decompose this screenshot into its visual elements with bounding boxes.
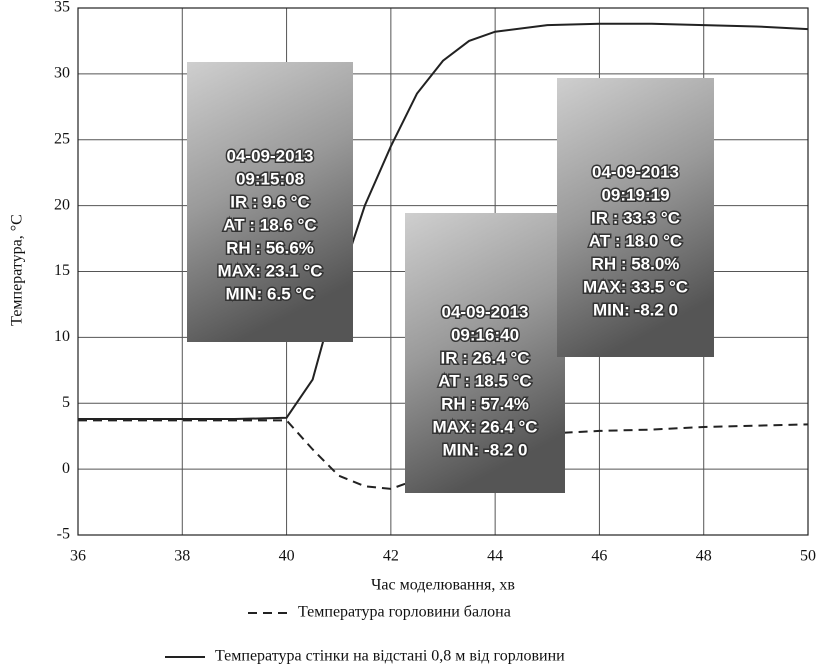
annotation-text: 09:15:08 — [236, 169, 304, 188]
y-tick-label: 30 — [54, 65, 70, 82]
annotation-text: 04-09-2013 — [592, 162, 679, 181]
annotation-text: 09:16:40 — [451, 325, 519, 344]
x-tick-label: 46 — [591, 548, 607, 565]
annotation-text: AT : 18.6 °C — [223, 215, 316, 234]
thermal-image — [405, 213, 565, 493]
thermal-image — [187, 62, 353, 342]
y-axis-label: Температура, °C — [9, 214, 26, 326]
annotation-text: AT : 18.0 °C — [589, 231, 682, 250]
y-tick-label: 25 — [54, 130, 70, 147]
annotation-text: 04-09-2013 — [227, 146, 314, 165]
x-tick-label: 42 — [383, 548, 399, 565]
annotation-text: RH : 58.0% — [592, 254, 680, 273]
y-tick-label: 35 — [54, 0, 70, 16]
annotation-text: MIN: -8.2 0 — [593, 300, 678, 319]
annotation-text: IR : 33.3 °C — [591, 208, 680, 227]
annotation-text: MAX: 23.1 °C — [217, 261, 322, 280]
x-tick-label: 36 — [70, 548, 86, 565]
annotation-text: MAX: 33.5 °C — [583, 277, 688, 296]
x-tick-label: 48 — [696, 548, 712, 565]
x-tick-label: 44 — [487, 548, 503, 565]
annotation-text: IR : 9.6 °C — [230, 192, 310, 211]
y-tick-label: 10 — [54, 328, 70, 345]
x-tick-label: 40 — [279, 548, 295, 565]
y-tick-label: 20 — [54, 196, 70, 213]
legend-label: Температура горловини балона — [298, 604, 511, 621]
plot-frame — [77, 7, 809, 536]
annotation-text: 04-09-2013 — [442, 302, 529, 321]
y-tick-label: 0 — [62, 460, 70, 477]
annotation-text: MIN: 6.5 °C — [226, 284, 315, 303]
annotation-text: RH : 57.4% — [441, 394, 529, 413]
annotation-text: RH : 56.6% — [226, 238, 314, 257]
thermal-image — [557, 78, 714, 357]
y-tick-label: 5 — [62, 394, 70, 411]
annotation-text: 09:19:19 — [601, 185, 669, 204]
series-line — [78, 22, 809, 421]
legend-label: Температура стінки на відстані 0,8 м від… — [215, 648, 565, 665]
y-tick-label: 15 — [54, 262, 70, 279]
y-tick-label: -5 — [57, 526, 70, 543]
annotation-text: MAX: 26.4 °C — [432, 417, 537, 436]
x-tick-label: 38 — [174, 548, 190, 565]
x-tick-label: 50 — [800, 548, 816, 565]
annotation-text: AT : 18.5 °C — [438, 371, 531, 390]
annotation-text: MIN: -8.2 0 — [442, 440, 527, 459]
x-axis-label: Час моделювання, хв — [371, 577, 515, 594]
annotation-text: IR : 26.4 °C — [441, 348, 530, 367]
